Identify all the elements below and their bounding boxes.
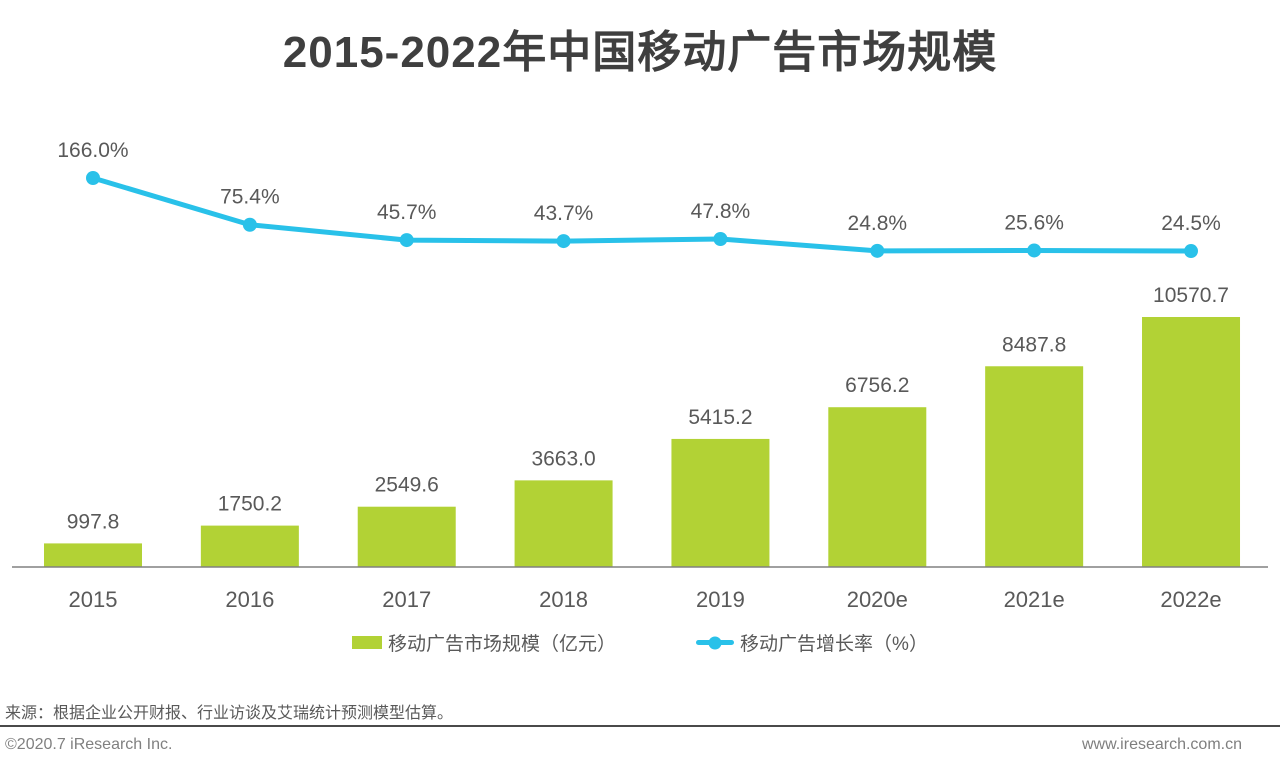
legend: 移动广告市场规模（亿元） 移动广告增长率（%） bbox=[0, 629, 1280, 656]
growth-rate-line bbox=[90, 175, 1194, 254]
line-point-2020e bbox=[870, 243, 885, 258]
bar-2017 bbox=[357, 506, 456, 567]
bar-2021e bbox=[985, 366, 1084, 567]
line-value-label: 25.6% bbox=[1004, 211, 1064, 234]
line-point-2015 bbox=[86, 171, 100, 185]
legend-item-growth-rate: 移动广告增长率（%） bbox=[696, 629, 928, 656]
legend-label-market-size: 移动广告市场规模（亿元） bbox=[388, 634, 617, 655]
line-legend-dot-icon bbox=[708, 636, 722, 649]
bar-2015 bbox=[44, 543, 142, 567]
bar-2016 bbox=[200, 525, 299, 567]
bar-value-label: 1750.2 bbox=[218, 493, 282, 516]
bar-value-label: 5415.2 bbox=[688, 406, 752, 429]
footer-separator bbox=[0, 725, 1280, 727]
bar-value-label: 2549.6 bbox=[375, 474, 439, 497]
bar-2022e bbox=[1142, 317, 1241, 567]
x-axis-label-2020e: 2020e bbox=[847, 587, 908, 612]
line-value-label: 47.8% bbox=[691, 200, 751, 223]
bar-2019 bbox=[671, 438, 770, 567]
line-point-2021e bbox=[1027, 243, 1042, 258]
line-value-label: 24.5% bbox=[1161, 212, 1221, 235]
bar-value-label: 8487.8 bbox=[1002, 333, 1066, 356]
x-axis-label-2018: 2018 bbox=[539, 587, 588, 612]
x-axis-label-2016: 2016 bbox=[225, 587, 274, 612]
bar-value-label: 6756.2 bbox=[845, 374, 909, 397]
line-point-2019 bbox=[713, 231, 728, 246]
bar-2020e bbox=[828, 407, 927, 567]
footer: ©2020.7 iResearch Inc. www.iresearch.com… bbox=[5, 736, 1242, 754]
line-value-label: 45.7% bbox=[377, 201, 437, 224]
bar-value-label: 3663.0 bbox=[531, 447, 595, 470]
chart-title: 2015-2022年中国移动广告市场规模 bbox=[282, 28, 998, 77]
line-point-2022e bbox=[1184, 244, 1199, 259]
line-legend-marker-icon bbox=[696, 636, 735, 649]
line-value-label: 24.8% bbox=[848, 212, 908, 235]
bar-legend-swatch-icon bbox=[352, 636, 383, 649]
legend-label-growth-rate: 移动广告增长率（%） bbox=[740, 634, 928, 655]
line-point-2018 bbox=[556, 234, 571, 249]
x-axis-label-2022e: 2022e bbox=[1160, 587, 1221, 612]
bar-value-label: 997.8 bbox=[67, 510, 120, 533]
bar-value-label: 10570.7 bbox=[1153, 284, 1229, 307]
legend-item-market-size: 移动广告市场规模（亿元） bbox=[352, 629, 616, 656]
source-note: 来源：根据企业公开财报、行业访谈及艾瑞统计预测模型估算。 bbox=[5, 705, 454, 722]
line-point-2016 bbox=[242, 217, 257, 232]
x-axis-label-2019: 2019 bbox=[696, 587, 745, 612]
line-value-label: 75.4% bbox=[220, 186, 280, 209]
copyright-text: ©2020.7 iResearch Inc. bbox=[5, 736, 173, 753]
line-value-label: 166.0% bbox=[57, 139, 128, 162]
bar-2018 bbox=[514, 480, 613, 567]
line-point-2017 bbox=[399, 233, 414, 248]
line-value-label: 43.7% bbox=[534, 202, 594, 225]
x-axis-label-2021e: 2021e bbox=[1004, 587, 1065, 612]
x-axis-label-2017: 2017 bbox=[382, 587, 431, 612]
x-axis-label-2015: 2015 bbox=[69, 587, 118, 612]
website-link[interactable]: www.iresearch.com.cn bbox=[1081, 736, 1242, 753]
